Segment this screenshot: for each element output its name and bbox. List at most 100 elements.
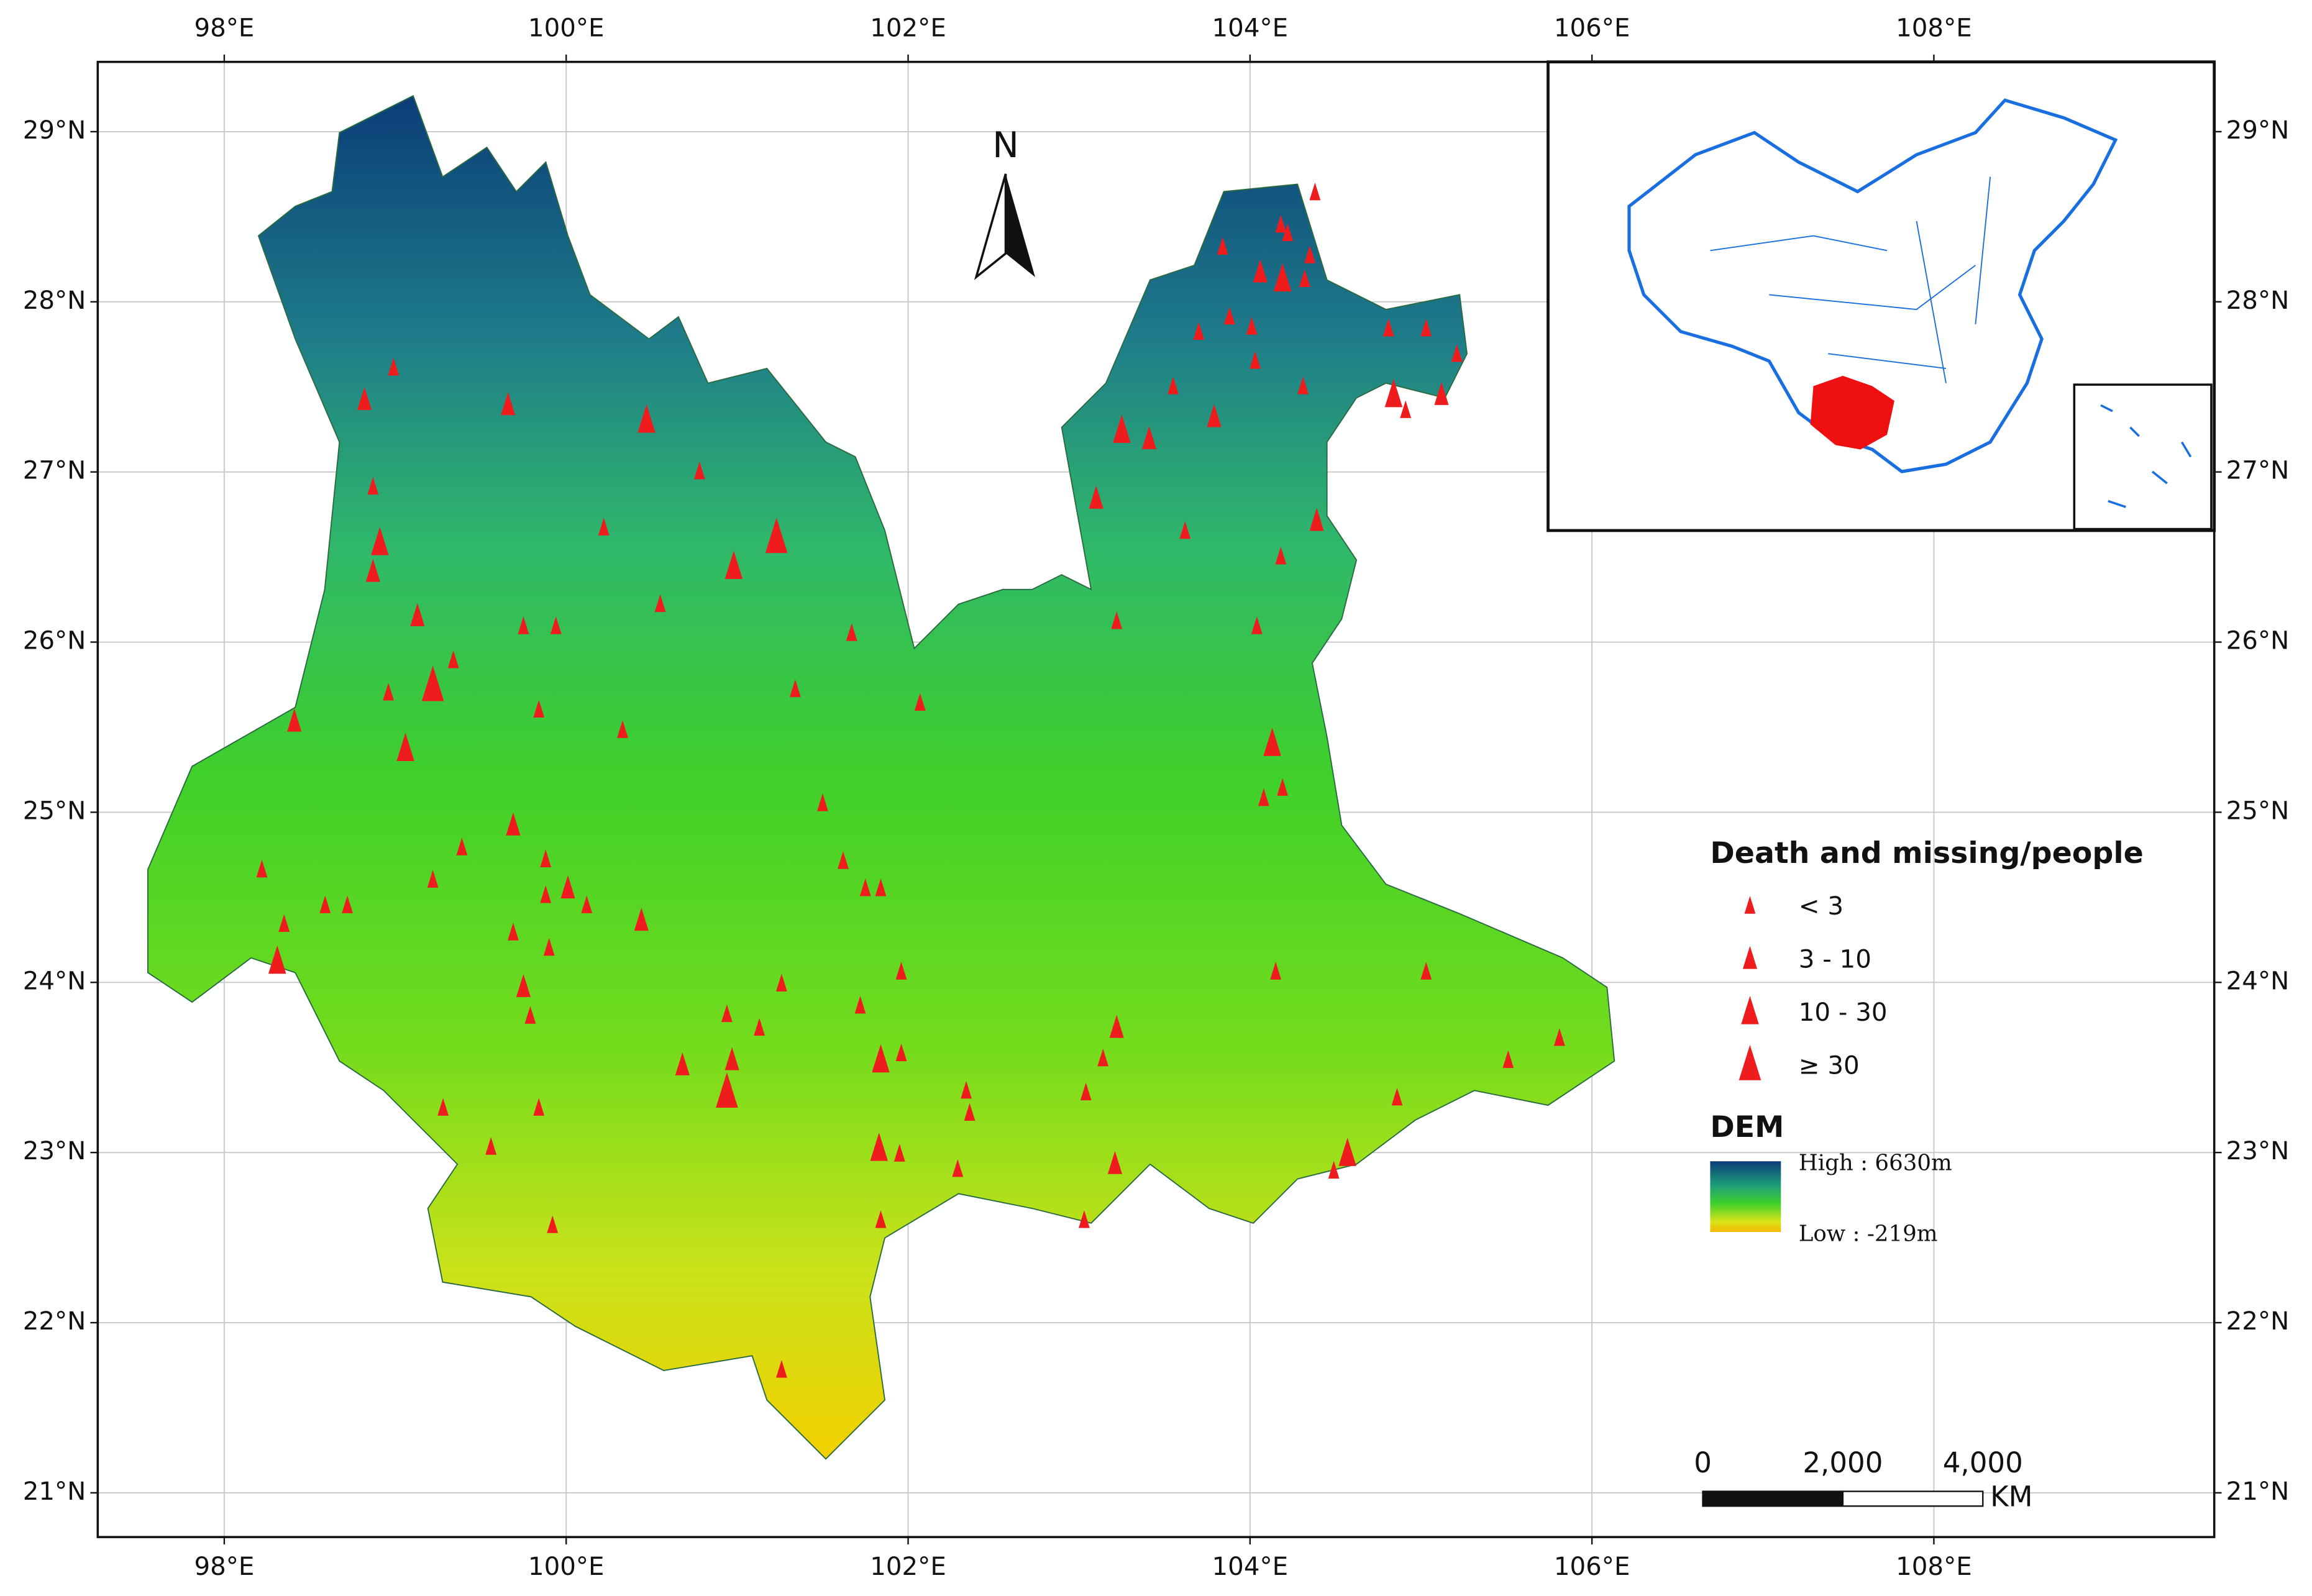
event-marker [383,683,394,701]
event-marker [1109,1015,1124,1038]
event-marker [693,462,705,480]
event-marker [1217,237,1228,255]
event-marker [1434,381,1449,405]
y-tick-label: 27°N [23,456,86,485]
event-marker [721,1004,733,1023]
y-tick-label: 26°N [23,626,86,655]
event-marker [256,859,268,878]
event-marker [506,812,521,836]
event-marker [895,1043,907,1062]
event-marker [540,885,552,903]
event-marker [859,878,871,896]
event-marker [543,937,555,956]
event-marker [1384,378,1403,408]
event-marker [1079,1210,1090,1228]
legend-label: 3 - 10 [1799,945,1871,974]
event-marker [776,1360,787,1378]
legend-label: < 3 [1799,891,1844,921]
event-marker [547,1215,559,1233]
event-marker [838,851,849,869]
event-marker [1277,778,1289,796]
event-marker [1275,214,1287,233]
legend-symbol [1739,1044,1761,1080]
event-marker [560,875,575,899]
y-tick-label: 28°N [23,286,86,315]
scale-label: 0 [1694,1446,1712,1479]
event-marker [1400,400,1412,418]
event-marker [790,679,801,698]
event-marker [1338,1138,1356,1166]
event-marker [319,895,331,913]
north-arrow-left [974,173,1007,280]
event-marker [447,650,459,668]
legend-symbol [1744,896,1756,914]
y-tick-label: 28°N [2226,286,2290,315]
event-marker [1246,317,1258,335]
x-tick-label: 100°E [528,13,605,42]
event-marker [961,1080,972,1099]
event-marker [1080,1082,1092,1101]
event-marker [1207,404,1222,427]
x-tick-label: 106°E [1554,13,1630,42]
y-tick-label: 21°N [23,1477,86,1506]
event-marker [524,1006,536,1024]
event-marker [268,945,286,974]
event-marker [1141,426,1157,450]
event-marker [1263,727,1281,756]
event-marker [1193,322,1205,340]
scale-segment [1842,1490,1984,1507]
event-marker [533,700,545,718]
event-marker [287,708,302,732]
event-marker [367,477,379,495]
x-tick-label: 106°E [1554,1552,1630,1581]
event-marker [518,616,529,634]
event-marker [1297,376,1309,394]
event-marker [1553,1028,1565,1046]
north-arrow-right [1005,173,1035,277]
event-marker [1251,616,1263,634]
event-marker [1270,962,1282,980]
event-marker [1113,414,1131,443]
event-marker [1391,1087,1403,1106]
event-marker [875,1210,887,1228]
dem-title: DEM [1710,1110,1784,1144]
event-marker [870,1133,888,1161]
scale-unit: KM [1990,1480,2032,1513]
event-marker [1167,376,1179,394]
event-marker [540,849,552,867]
y-tick-label: 25°N [23,796,86,825]
event-marker [893,1144,905,1162]
event-marker [964,1103,976,1121]
event-marker [1328,1161,1340,1179]
event-marker [1097,1048,1109,1067]
event-marker [1107,1151,1123,1174]
event-marker [1253,259,1268,283]
y-tick-label: 26°N [2226,626,2290,655]
event-marker [914,693,926,711]
event-marker [1089,485,1103,509]
x-tick-label: 104°E [1212,13,1289,42]
event-marker [516,974,531,997]
legend-symbol [1741,996,1759,1024]
y-tick-label: 27°N [2226,456,2290,485]
china-outline [1627,98,2118,473]
x-tick-label: 108°E [1896,13,1972,42]
dem-low: Low : -219m [1799,1221,1938,1246]
x-tick-label: 98°E [194,13,254,42]
event-marker [1309,182,1321,201]
event-marker [654,594,666,613]
event-marker [365,559,380,582]
event-marker [634,908,649,931]
x-tick-label: 102°E [870,13,946,42]
scale-label: 2,000 [1803,1446,1883,1479]
legend-label: 10 - 30 [1799,998,1888,1027]
event-marker [875,878,887,896]
event-marker [724,1047,739,1070]
event-marker [1304,245,1316,263]
event-marker [342,895,353,913]
dem-high: High : 6630m [1799,1150,1952,1175]
event-marker [765,518,788,554]
y-tick-label: 21°N [2226,1477,2290,1506]
event-marker [716,1072,738,1108]
